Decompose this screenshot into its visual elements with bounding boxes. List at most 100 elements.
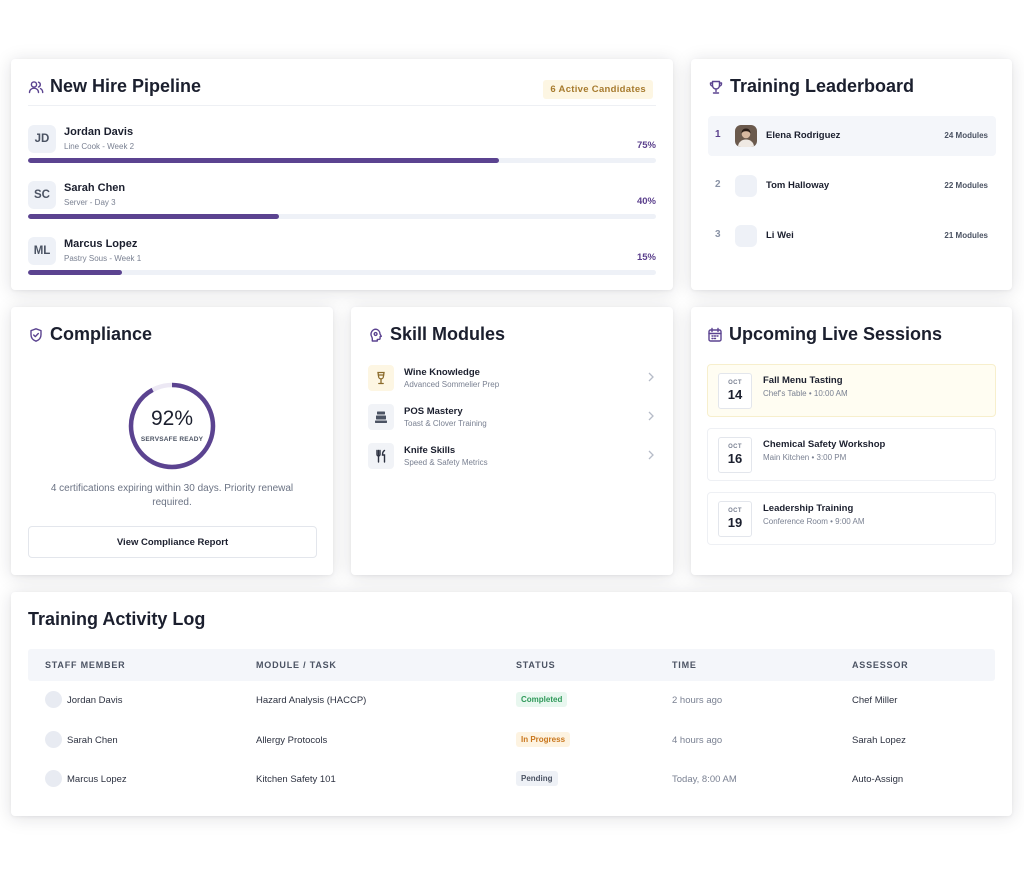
session-item[interactable]: OCT 14 Fall Menu Tasting Chef's Table • …: [707, 364, 996, 417]
leaderboard-name: Li Wei: [766, 230, 794, 241]
leaderboard-modules: 21 Modules: [944, 231, 988, 240]
skills-title-text: Skill Modules: [390, 324, 506, 344]
leaderboard-modules: 22 Modules: [944, 181, 988, 190]
view-compliance-report-button[interactable]: View Compliance Report: [28, 526, 317, 558]
staff-name: Sarah Chen: [67, 735, 118, 746]
leaderboard-name: Tom Halloway: [766, 180, 830, 191]
candidate-row[interactable]: SC Sarah Chen Server - Day 3 40%: [28, 177, 656, 227]
assessor-name: Auto-Assign: [852, 774, 904, 785]
session-day: 16: [727, 451, 743, 466]
session-date: OCT 16: [718, 437, 752, 473]
time-text: Today, 8:00 AM: [672, 774, 737, 785]
brain-icon: [368, 327, 384, 343]
candidate-name: Sarah Chen: [64, 182, 126, 194]
candidate-progress-fill: [28, 214, 280, 219]
leaderboard-row[interactable]: 3 Li Wei 21 Modules: [708, 216, 996, 256]
skill-module-item[interactable]: Wine Knowledge Advanced Sommelier Prep: [368, 365, 658, 399]
session-day: 14: [727, 387, 743, 402]
status-badge: Pending: [516, 771, 558, 786]
avatar: [735, 225, 757, 247]
column-header-staff[interactable]: STAFF MEMBER: [45, 660, 126, 670]
skill-subtitle: Advanced Sommelier Prep: [404, 380, 500, 389]
compliance-title-text: Compliance: [50, 324, 153, 344]
session-subtitle: Chef's Table • 10:00 AM: [763, 389, 848, 398]
chevron-right-icon: [648, 411, 654, 421]
skills-title: Skill Modules: [368, 324, 505, 345]
skill-title: POS Mastery: [404, 406, 463, 417]
compliance-ring: 92% SERVSAFE READY: [127, 381, 217, 471]
leaderboard-modules: 24 Modules: [944, 131, 988, 140]
candidate-progress-label: 75%: [636, 140, 656, 151]
compliance-percent: 92%: [150, 407, 194, 430]
trophy-icon: [708, 79, 724, 95]
table-row[interactable]: Jordan Davis Hazard Analysis (HACCP) Com…: [28, 681, 995, 720]
leaderboard-row[interactable]: 1 Elena Rodriguez 24 Modules: [708, 116, 996, 156]
column-header-time[interactable]: TIME: [672, 660, 697, 670]
candidate-role: Pastry Sous - Week 1: [64, 254, 142, 263]
candidate-progress-label: 40%: [636, 196, 656, 207]
upcoming-sessions-card: Upcoming Live Sessions OCT 14 Fall Menu …: [691, 307, 1012, 575]
chevron-right-icon: [648, 450, 654, 460]
compliance-note: 4 certifications expiring within 30 days…: [50, 483, 294, 508]
utensils-icon: [368, 443, 394, 469]
candidate-name: Jordan Davis: [64, 126, 134, 138]
training-leaderboard-card: Training Leaderboard 1 Elena Rodriguez 2…: [691, 59, 1012, 290]
column-header-assessor[interactable]: ASSESSOR: [852, 660, 909, 670]
leaderboard-row[interactable]: 2 Tom Halloway 22 Modules: [708, 166, 996, 206]
compliance-card: Compliance 92% SERVSAFE READY 4 certific…: [11, 307, 333, 575]
leaderboard-title: Training Leaderboard: [708, 76, 914, 97]
candidate-progress-label: 15%: [636, 252, 656, 263]
time-text: 2 hours ago: [672, 695, 723, 706]
column-header-status[interactable]: STATUS: [516, 660, 556, 670]
table-row[interactable]: Marcus Lopez Kitchen Safety 101 Pending …: [28, 760, 995, 799]
assessor-name: Chef Miller: [852, 695, 898, 706]
session-title: Chemical Safety Workshop: [763, 439, 886, 450]
column-header-module[interactable]: MODULE / TASK: [256, 660, 337, 670]
candidate-progress-fill: [28, 270, 123, 275]
table-row[interactable]: Sarah Chen Allergy Protocols In Progress…: [28, 721, 995, 760]
module-name: Hazard Analysis (HACCP): [256, 695, 367, 706]
avatar: [45, 731, 62, 748]
leaderboard-title-text: Training Leaderboard: [730, 76, 915, 96]
session-title: Leadership Training: [763, 503, 854, 514]
candidate-initials: ML: [28, 237, 56, 265]
candidate-progress-bar: [28, 158, 656, 163]
compliance-title: Compliance: [28, 324, 152, 345]
leaderboard-name: Elena Rodriguez: [766, 130, 841, 141]
session-item[interactable]: OCT 19 Leadership Training Conference Ro…: [707, 492, 996, 545]
candidate-progress-fill: [28, 158, 499, 163]
training-activity-log-card: Training Activity Log STAFF MEMBER MODUL…: [11, 592, 1012, 816]
module-name: Allergy Protocols: [256, 735, 328, 746]
pipeline-title-text: New Hire Pipeline: [50, 76, 202, 96]
candidate-role: Server - Day 3: [64, 198, 116, 207]
sessions-title: Upcoming Live Sessions: [707, 324, 942, 345]
avatar: [735, 175, 757, 197]
session-date: OCT 19: [718, 501, 752, 537]
candidate-row[interactable]: JD Jordan Davis Line Cook - Week 2 75%: [28, 121, 656, 171]
calendar-icon: [707, 327, 723, 343]
pipeline-title: New Hire Pipeline: [28, 76, 201, 97]
leaderboard-rank: 3: [715, 229, 721, 240]
session-subtitle: Main Kitchen • 3:00 PM: [763, 453, 847, 462]
staff-name: Marcus Lopez: [67, 774, 127, 785]
compliance-ring-arc: [128, 382, 216, 470]
skill-title: Wine Knowledge: [404, 367, 480, 378]
activity-title: Training Activity Log: [28, 609, 206, 629]
pipeline-divider: [28, 105, 656, 106]
candidate-progress-bar: [28, 214, 656, 219]
chevron-right-icon: [648, 372, 654, 382]
leaderboard-rank: 2: [715, 179, 721, 190]
users-icon: [28, 79, 44, 95]
candidate-role: Line Cook - Week 2: [64, 142, 135, 151]
avatar: [45, 691, 62, 708]
session-date: OCT 14: [718, 373, 752, 409]
shield-check-icon: [28, 327, 44, 343]
session-item[interactable]: OCT 16 Chemical Safety Workshop Main Kit…: [707, 428, 996, 481]
candidate-row[interactable]: ML Marcus Lopez Pastry Sous - Week 1 15%: [28, 233, 656, 283]
status-badge: In Progress: [516, 732, 571, 747]
skill-title: Knife Skills: [404, 445, 456, 456]
leaderboard-rank: 1: [715, 129, 721, 140]
staff-name: Jordan Davis: [67, 695, 123, 706]
skill-module-item[interactable]: Knife Skills Speed & Safety Metrics: [368, 443, 658, 477]
skill-module-item[interactable]: POS Mastery Toast & Clover Training: [368, 404, 658, 438]
